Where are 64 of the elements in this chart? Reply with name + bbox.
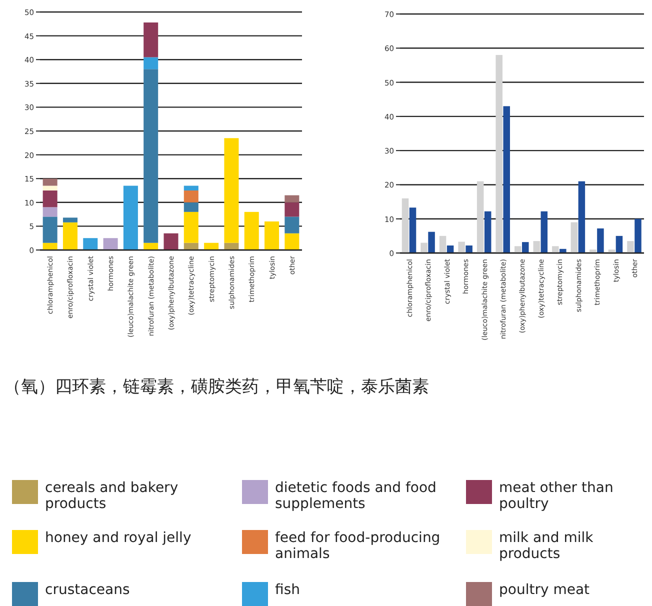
- legend-label: feed for food-producing animals: [275, 530, 440, 562]
- bar: [627, 241, 634, 253]
- bar: [590, 250, 596, 253]
- bar: [570, 222, 578, 253]
- bar: [284, 202, 300, 217]
- bar: [446, 245, 454, 253]
- bar: [103, 238, 118, 250]
- text: （氧）四环素，链霉素，磺胺类药，甲氧苄啶，泰乐菌素: [4, 377, 429, 397]
- bar: [284, 216, 300, 234]
- bar: [264, 221, 280, 250]
- bar: [184, 190, 198, 202]
- bar: [144, 242, 158, 250]
- bar: [439, 236, 446, 253]
- bar: [402, 198, 409, 253]
- bar: [420, 242, 428, 253]
- legend-label: dietetic foods and food supplements: [275, 480, 436, 512]
- bar: [42, 190, 58, 208]
- bar: [62, 218, 78, 222]
- bar: [503, 106, 510, 253]
- bar: [284, 195, 300, 202]
- bar: [83, 238, 98, 250]
- bar: [224, 242, 239, 250]
- bar: [578, 181, 586, 253]
- bar: [42, 178, 58, 186]
- bar: [144, 69, 158, 243]
- legend-label: crustaceans: [45, 582, 130, 598]
- bar: [42, 216, 58, 243]
- legend-label: milk and milk products: [499, 530, 594, 562]
- bar: [184, 186, 198, 190]
- bar: [540, 211, 548, 253]
- legend-label: honey and royal jelly: [45, 530, 192, 546]
- bar: [476, 181, 484, 253]
- legend-label: meat other than poultry: [499, 480, 614, 512]
- bar: [62, 222, 78, 250]
- bar: [514, 246, 522, 253]
- bar: [496, 54, 502, 253]
- bar: [42, 242, 58, 250]
- bar: [144, 22, 158, 58]
- bar: [184, 202, 198, 212]
- bar: [533, 241, 540, 253]
- bar: [466, 245, 472, 253]
- bar: [409, 208, 416, 253]
- bar: [428, 232, 435, 253]
- bar: [184, 242, 198, 250]
- bar: [42, 207, 58, 217]
- bar: [184, 212, 198, 243]
- bar: [284, 233, 300, 250]
- bar: [123, 186, 138, 250]
- bar: [42, 186, 58, 190]
- bar: [458, 242, 465, 253]
- legend-label: cereals and bakery products: [45, 480, 178, 512]
- bar: [144, 57, 158, 70]
- bar: [552, 246, 559, 253]
- legend-label: poultry meat: [499, 582, 590, 598]
- bar: [616, 236, 623, 253]
- bar: [597, 228, 604, 253]
- legend-label: fish: [275, 582, 300, 598]
- bar: [522, 242, 529, 253]
- bar: [244, 212, 259, 250]
- bar: [634, 218, 642, 253]
- bar: [224, 138, 239, 243]
- bar: [204, 242, 219, 250]
- bar: [164, 233, 178, 250]
- bar: [484, 211, 492, 253]
